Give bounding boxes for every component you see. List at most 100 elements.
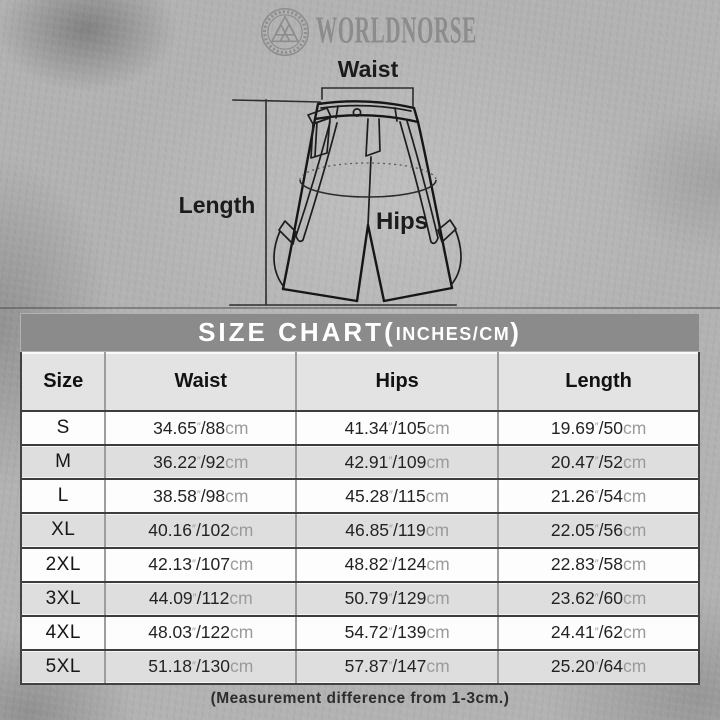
- table-body: S 34.65 ″/88 cm 41.34 ″/105 cm 19.69 ″/50 cm M…: [22, 410, 698, 683]
- size-chart-title-bar: SIZE CHART(INCHES/CM): [20, 313, 700, 352]
- inch-mark: ″: [192, 591, 197, 604]
- size-table: Size Waist Hips Length S 34.65 ″/88 cm 41.…: [20, 352, 700, 685]
- inch-mark: ″: [388, 557, 393, 570]
- table-row: L 38.58 ″/98 cm 45.28 ″/115 cm 21.26 ″/54 cm: [22, 478, 698, 513]
- measurement-inches: 22.83: [550, 554, 595, 575]
- hips-cell: 54.72 ″/139 cm: [295, 616, 497, 649]
- measurement-cm: /56: [598, 519, 623, 540]
- measurement-cm: /139: [392, 622, 427, 643]
- inch-mark: ″: [594, 659, 599, 672]
- measurement-cm: /62: [598, 622, 623, 643]
- length-cell: 19.69 ″/50 cm: [497, 412, 698, 445]
- inch-mark: ″: [192, 625, 196, 638]
- measurement-cm: /109: [392, 451, 427, 472]
- measurement-note: (Measurement difference from 1-3cm.): [210, 690, 510, 707]
- size-chart-title-close: ): [510, 317, 522, 347]
- size-cell: 2XL: [45, 553, 81, 575]
- cm-unit: cm: [426, 656, 450, 677]
- waist-cell: 34.65 ″/88 cm: [104, 412, 295, 445]
- size-cell: S: [56, 417, 70, 439]
- length-cell: 25.20 ″/64 cm: [497, 650, 698, 683]
- inch-mark: ″: [388, 625, 393, 638]
- table-row: M 36.22 ″/92 cm 42.91 ″/109 cm 20.47 ″/52 cm: [22, 444, 698, 479]
- cm-unit: cm: [225, 417, 249, 438]
- length-cell: 22.83 ″/58 cm: [497, 548, 698, 581]
- inch-mark: ″: [389, 489, 393, 502]
- table-row: 4XL 48.03 ″/122 cm 54.72 ″/139 cm 24.41 ″/62 c…: [22, 614, 698, 649]
- hips-cell: 46.85 ″/119 cm: [295, 514, 497, 547]
- table-row: 5XL 51.18 ″/130 cm 57.87 ″/147 cm 25.20 ″/64 c…: [22, 648, 698, 683]
- column-header-size: Size: [43, 369, 84, 392]
- size-chart-title: SIZE CHART(: [198, 317, 396, 347]
- size-cell: 4XL: [45, 621, 81, 643]
- measurement-cm: /147: [392, 656, 427, 677]
- cm-unit: cm: [426, 622, 450, 643]
- inch-mark: ″: [192, 659, 196, 672]
- measurement-cm: /107: [195, 554, 230, 575]
- cm-unit: cm: [426, 451, 450, 472]
- table-row: 2XL 42.13 ″/107 cm 48.82 ″/124 cm 22.83 ″/58 c…: [22, 546, 698, 581]
- shorts-outline: [273, 100, 462, 303]
- measurement-cm: /130: [195, 656, 230, 677]
- cm-unit: cm: [622, 554, 647, 575]
- measurement-cm: /122: [195, 622, 230, 643]
- measurement-cm: /98: [200, 485, 226, 506]
- hips-cell: 41.34 ″/105 cm: [295, 412, 497, 445]
- measurement-cm: /124: [392, 554, 427, 575]
- measurement-cm: /105: [392, 417, 427, 438]
- waist-cell: 48.03 ″/122 cm: [104, 616, 295, 649]
- table-row: S 34.65 ″/88 cm 41.34 ″/105 cm 19.69 ″/50 cm: [22, 410, 698, 445]
- cm-unit: cm: [426, 554, 450, 575]
- measurement-inches: 41.34: [344, 417, 389, 438]
- size-cell: L: [57, 485, 69, 507]
- measurement-cm: /119: [392, 519, 426, 540]
- inch-mark: ″: [192, 523, 196, 536]
- measurement-inches: 22.05: [550, 519, 595, 540]
- cm-unit: cm: [230, 519, 254, 540]
- measurement-inches: 42.13: [148, 554, 193, 575]
- inch-mark: ″: [388, 659, 393, 672]
- length-cell: 22.05 ″/56 cm: [497, 514, 698, 547]
- measurement-cm: /64: [598, 656, 623, 677]
- measurement-cm: /54: [598, 485, 623, 506]
- size-cell: 3XL: [45, 587, 81, 609]
- measurement-cm: /129: [392, 588, 427, 609]
- length-label: Length: [179, 192, 256, 218]
- inch-mark: ″: [389, 523, 393, 536]
- inch-mark: ″: [594, 557, 599, 570]
- measurement-inches: 45.28: [345, 485, 390, 506]
- hips-cell: 42.91 ″/109 cm: [295, 446, 497, 479]
- cm-unit: cm: [622, 417, 647, 438]
- measurement-cm: /92: [200, 451, 226, 472]
- measurement-inches: 40.16: [148, 519, 193, 540]
- cm-unit: cm: [622, 519, 647, 540]
- size-chart: SIZE CHART(INCHES/CM) Size Waist Hips Le…: [20, 313, 700, 685]
- measurement-cm: /50: [598, 417, 623, 438]
- cm-unit: cm: [426, 417, 450, 438]
- column-header-waist: Waist: [104, 352, 295, 410]
- cm-unit: cm: [230, 656, 254, 677]
- waist-cell: 38.58 ″/98 cm: [104, 480, 295, 513]
- measurement-inches: 48.82: [344, 554, 389, 575]
- inch-mark: ″: [388, 591, 393, 604]
- size-cell: M: [55, 451, 72, 473]
- cm-unit: cm: [622, 588, 647, 609]
- hips-cell: 57.87 ″/147 cm: [295, 650, 497, 683]
- cm-unit: cm: [622, 656, 647, 677]
- measurement-inches: 19.69: [550, 417, 595, 438]
- measurement-inches: 51.18: [148, 656, 193, 677]
- cm-unit: cm: [622, 485, 647, 506]
- measurement-inches: 34.65: [153, 417, 197, 438]
- measurement-inches: 50.79: [344, 588, 389, 609]
- inch-mark: ″: [594, 455, 599, 468]
- measurement-inches: 42.91: [344, 451, 389, 472]
- cm-unit: cm: [425, 519, 450, 540]
- brand-name: WORLDNORSE: [316, 8, 477, 51]
- hips-cell: 45.28 ″/115 cm: [295, 480, 497, 513]
- waist-dimension-line: [321, 87, 414, 107]
- measurement-inches: 23.62: [550, 588, 595, 609]
- inch-mark: ″: [594, 523, 599, 536]
- cm-unit: cm: [425, 485, 450, 506]
- cm-unit: cm: [225, 485, 249, 506]
- inch-mark: ″: [388, 421, 393, 433]
